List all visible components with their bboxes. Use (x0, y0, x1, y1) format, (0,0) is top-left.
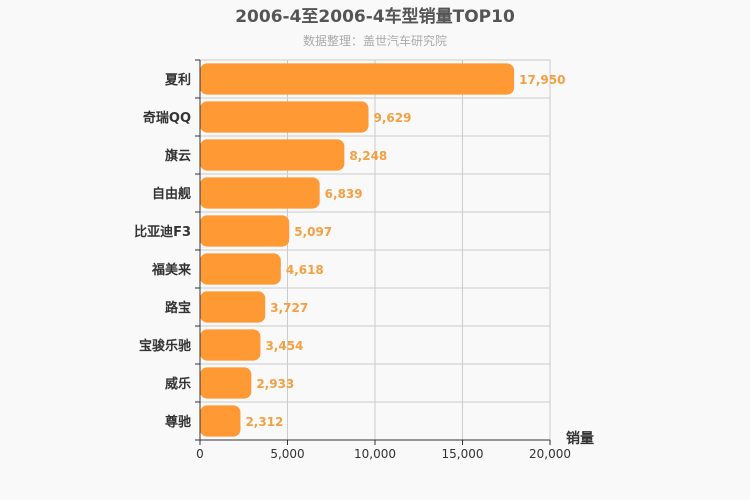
data-label: 8,248 (349, 149, 387, 163)
data-label: 6,839 (325, 187, 363, 201)
x-tick-label: 15,000 (442, 447, 484, 461)
chart-subtitle: 数据整理：盖世汽车研究院 (303, 33, 447, 48)
bar (200, 291, 266, 323)
data-label: 5,097 (294, 225, 332, 239)
category-label: 福美来 (151, 262, 192, 278)
bar (200, 405, 241, 437)
grid-lines (199, 59, 551, 441)
category-label: 自由舰 (152, 186, 191, 202)
category-label: 比亚迪F3 (134, 224, 191, 240)
chart-title: 2006-4至2006-4车型销量TOP10 (235, 6, 515, 27)
category-label: 旗云 (165, 148, 191, 164)
category-label: 路宝 (165, 300, 191, 316)
x-axis-title: 销量 (566, 430, 594, 447)
bar (200, 367, 252, 399)
data-label: 3,454 (265, 339, 303, 353)
category-label: 尊驰 (165, 414, 191, 430)
category-label: 威乐 (165, 376, 191, 392)
data-label: 4,618 (286, 263, 324, 277)
data-label: 2,933 (256, 377, 294, 391)
category-label: 奇瑞QQ (143, 110, 191, 126)
bar (200, 101, 369, 133)
x-tick-label: 10,000 (354, 447, 396, 461)
category-label: 夏利 (164, 72, 191, 88)
data-label: 17,950 (519, 73, 565, 87)
bar (200, 253, 281, 285)
bar (200, 139, 345, 171)
x-tick-label: 5,000 (270, 447, 304, 461)
data-label: 3,727 (270, 301, 308, 315)
bar (200, 215, 290, 247)
bar (200, 329, 261, 361)
category-label: 宝骏乐驰 (139, 338, 191, 354)
bar (200, 177, 320, 209)
data-label: 9,629 (374, 111, 412, 125)
data-label: 2,312 (245, 415, 283, 429)
bars-group: 17,950 9,629 8,248 6,839 5,097 4,618 3,727 3,45… (200, 63, 565, 437)
bar (200, 63, 515, 95)
x-tick-label: 20,000 (529, 447, 571, 461)
x-tick-label: 0 (196, 447, 204, 461)
